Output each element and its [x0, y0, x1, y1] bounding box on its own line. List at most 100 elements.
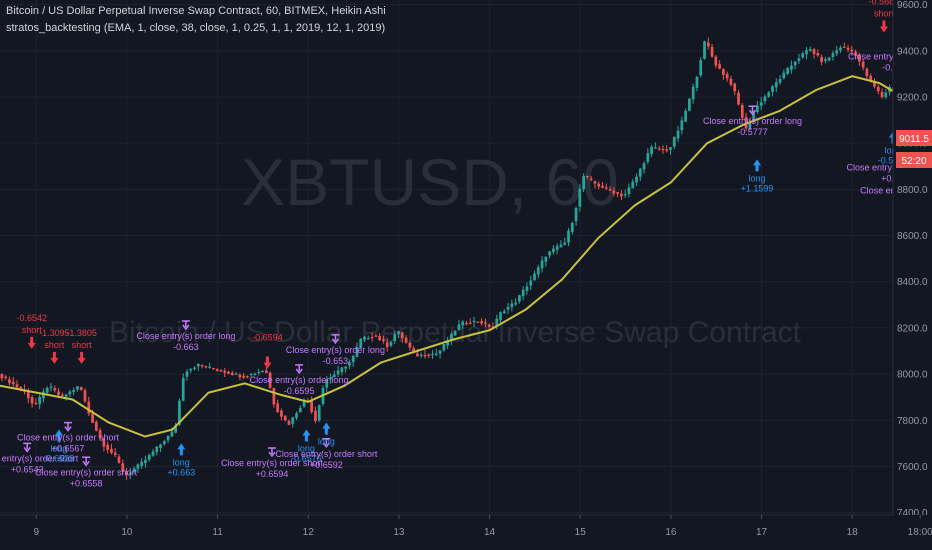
candle-body — [476, 321, 480, 323]
candle-body — [616, 192, 619, 194]
candle-body — [94, 421, 98, 431]
time-tick-label: 9 — [33, 527, 39, 538]
annotation-label: Close entry(s) order short — [17, 433, 120, 443]
close-marker-icon — [82, 456, 91, 467]
price-axis-background — [893, 0, 932, 550]
candle-body — [710, 46, 714, 57]
current-price-tag: 9011.5 52:20 — [896, 130, 932, 168]
candle-body — [865, 68, 869, 77]
candle-body — [0, 374, 4, 379]
candle-body — [295, 413, 298, 419]
annotation-label: long — [749, 173, 766, 183]
close-marker-icon — [63, 421, 72, 432]
candle-body — [374, 335, 378, 337]
candles — [0, 37, 914, 480]
candle-body — [419, 354, 423, 356]
candle-body — [544, 256, 548, 262]
candle-body — [310, 401, 314, 413]
candle-body — [132, 468, 136, 472]
candle-body — [514, 302, 517, 305]
annotation-value: -0.6542 — [16, 313, 47, 323]
candle-body — [215, 368, 219, 371]
annotation-label: Close entry(s) order long — [136, 331, 235, 341]
candle-body — [227, 371, 230, 374]
candle-body — [159, 444, 162, 449]
trade-annotation-short: -1.3805 short — [66, 328, 97, 364]
time-axis[interactable]: 9 10 11 12 13 14 15 16 17 18 18:00 — [33, 515, 932, 538]
candle-body — [631, 181, 635, 189]
candle-body — [574, 208, 578, 222]
time-tick-label: 18:00 — [908, 527, 932, 538]
time-tick-label: 13 — [393, 527, 405, 538]
annotation-value: -0.6576 — [291, 454, 322, 464]
candle-body — [325, 379, 329, 388]
short-arrow-icon — [27, 336, 36, 349]
trade-annotation-close: Close entry(s) order long-0.663 — [136, 320, 235, 352]
candle-body — [446, 340, 449, 346]
candle-body — [400, 332, 404, 339]
time-tick-label: 18 — [847, 527, 859, 538]
candle-body — [340, 367, 344, 372]
candle-body — [540, 260, 544, 269]
price-tick-label: 8600.0 — [897, 231, 928, 242]
annotation-label: Close entry(s) order long — [848, 52, 932, 62]
trade-annotation-short: -1.3095 short — [39, 328, 70, 364]
candle-body — [457, 324, 461, 331]
candle-body — [884, 92, 888, 97]
candle-body — [208, 366, 212, 368]
candle-body — [831, 53, 835, 57]
annotation-label: short — [874, 8, 895, 18]
time-tick-label: 11 — [212, 527, 223, 538]
trade-annotation-close: Close entry(s) order short+0.6567 — [17, 421, 120, 454]
trade-annotation-close: Close entry(s) order short+0.6592 — [275, 438, 378, 470]
candle-body — [287, 420, 291, 425]
annotation-label: short — [72, 340, 93, 350]
candle-body — [83, 390, 87, 402]
candle-body — [230, 372, 234, 376]
candle-body — [740, 104, 744, 118]
indicator-legend[interactable]: stratos_backtesting (EMA, 1, close, 38, … — [6, 22, 386, 34]
candle-body — [623, 194, 627, 196]
price-tick-label: 9400.0 — [897, 46, 928, 57]
time-tick-label: 10 — [121, 527, 133, 538]
candle-body — [453, 331, 457, 336]
annotation-label: Close entry(s) order short — [275, 449, 378, 459]
candle-body — [87, 401, 91, 414]
candle-body — [612, 190, 616, 194]
candle-body — [552, 248, 555, 253]
candle-body — [76, 386, 79, 390]
candle-body — [465, 323, 468, 325]
candle-body — [264, 370, 268, 374]
candle-body — [873, 81, 876, 87]
candle-body — [193, 367, 196, 369]
time-tick-label: 14 — [484, 527, 496, 538]
candle-body — [620, 193, 623, 197]
candle-body — [850, 49, 854, 52]
bar-countdown-label: 52:20 — [901, 156, 926, 167]
trade-annotations: -0.6542short-1.3095short-1.3805shortClos… — [0, 0, 932, 488]
short-arrow-icon — [77, 351, 86, 364]
trade-annotation-close: Close entry(s) order short+0.6558 — [35, 456, 138, 488]
candle-body — [472, 320, 476, 323]
candle-body — [49, 386, 53, 388]
candle-body — [661, 148, 665, 151]
candle-body — [438, 350, 442, 354]
candle-body — [393, 334, 397, 342]
candle-body — [8, 379, 11, 384]
annotation-value: +1.1599 — [741, 183, 774, 193]
candle-body — [518, 295, 521, 302]
candle-body — [423, 355, 427, 357]
candle-body — [491, 326, 495, 328]
candle-body — [597, 183, 601, 187]
trade-annotation-long: long+1.1599 — [741, 159, 774, 193]
candle-body — [60, 394, 64, 396]
candle-body — [351, 356, 355, 363]
candle-body — [121, 463, 125, 472]
long-arrow-icon — [54, 429, 63, 442]
candle-body — [355, 347, 359, 357]
candle-body — [332, 374, 336, 377]
annotation-label: long — [298, 444, 315, 454]
candle-body — [582, 175, 585, 190]
candle-body — [827, 57, 831, 61]
